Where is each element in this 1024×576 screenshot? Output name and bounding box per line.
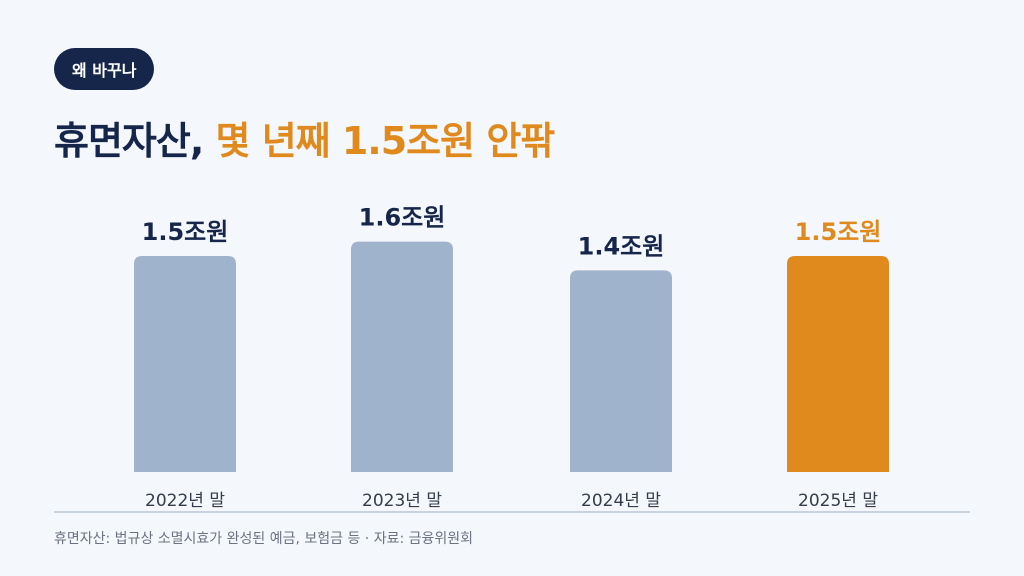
- title-main: 휴면자산,: [54, 119, 216, 163]
- topic-badge: 왜 바꾸나: [54, 48, 155, 90]
- data-label-0: 1.5조원: [142, 218, 229, 246]
- x-tick-label-0: 2022년 말: [145, 491, 225, 511]
- bar-1: [351, 241, 453, 472]
- x-tick-label-2: 2024년 말: [581, 491, 661, 511]
- bar-3: [787, 256, 889, 472]
- bar-0: [134, 256, 236, 472]
- data-label-3: 1.5조원: [795, 218, 882, 246]
- data-label-2: 1.4조원: [578, 232, 665, 260]
- source-footnote: 휴면자산: 법규상 소멸시효가 완성된 예금, 보험금 등 · 자료: 금융위원…: [54, 531, 474, 547]
- x-tick-label-1: 2023년 말: [362, 491, 442, 511]
- data-label-1: 1.6조원: [359, 204, 446, 232]
- x-tick-label-3: 2025년 말: [798, 491, 878, 511]
- bar-2: [570, 270, 672, 472]
- title-highlight: 몇 년째 1.5조원 안팎: [215, 119, 556, 163]
- page-title: 휴면자산, 몇 년째 1.5조원 안팎: [54, 110, 556, 165]
